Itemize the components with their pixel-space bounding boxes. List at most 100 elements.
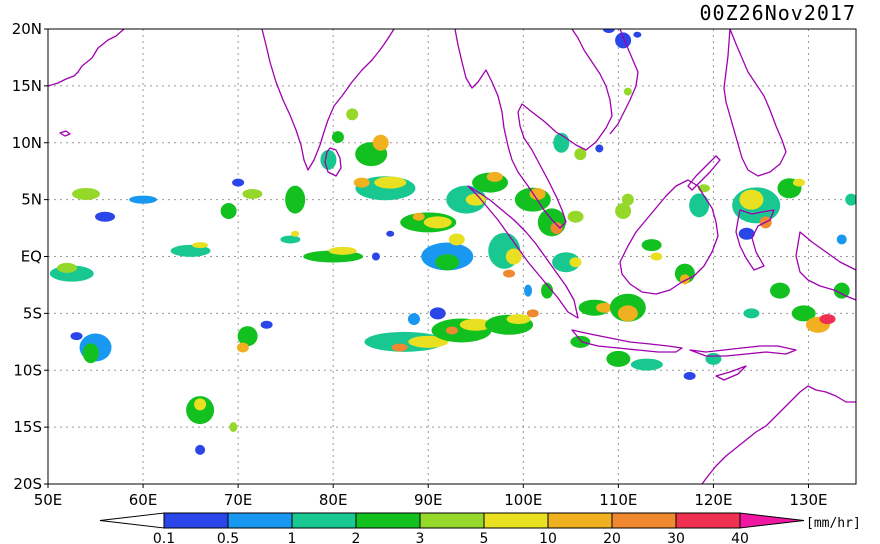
- rain-cell: [617, 305, 638, 322]
- rain-cell: [95, 211, 116, 222]
- rain-cell: [738, 227, 755, 240]
- rain-cell: [291, 230, 300, 237]
- coastline-srilanka: [324, 147, 342, 177]
- lat-tick-label: 20N: [12, 20, 42, 38]
- rain-cell: [129, 195, 158, 204]
- rain-cell: [836, 234, 847, 245]
- rain-cell: [641, 239, 662, 252]
- lon-tick-label: 80E: [319, 491, 348, 509]
- lon-tick-label: 130E: [789, 491, 827, 509]
- rain-cell: [429, 307, 446, 320]
- rain-cell: [541, 282, 554, 299]
- rain-cell: [353, 177, 370, 188]
- colorbar-swatch: [227, 512, 293, 529]
- lat-tick-label: 20S: [13, 475, 42, 493]
- rain-cell: [621, 193, 634, 206]
- rain-cell: [633, 31, 642, 38]
- rain-cell: [596, 302, 613, 313]
- coastline-sunda: [689, 345, 797, 357]
- rain-cell: [374, 176, 407, 189]
- rain-cell: [57, 262, 78, 273]
- rain-cell: [570, 335, 591, 348]
- coastline-borneo: [619, 179, 719, 295]
- coastline-socotra: [59, 130, 71, 137]
- lon-tick-label: 100E: [504, 491, 542, 509]
- lon-tick-label: 70E: [224, 491, 253, 509]
- rain-cell: [260, 320, 273, 329]
- rain-cell: [70, 332, 83, 341]
- rain-cell: [391, 343, 408, 352]
- rain-cell: [328, 246, 357, 255]
- rain-cell: [229, 422, 238, 433]
- rain-cell: [526, 309, 539, 318]
- lat-tick-label: 10N: [12, 134, 42, 152]
- rain-cell: [630, 358, 663, 371]
- rain-cell: [72, 187, 101, 200]
- colorbar-tick-label: 3: [416, 531, 425, 544]
- colorbar-tick-label: 40: [731, 531, 749, 544]
- coastline-arabia: [48, 29, 125, 87]
- rain-cell: [743, 308, 760, 319]
- colorbar-tick-label: 10: [539, 531, 557, 544]
- rain-cell: [408, 335, 449, 348]
- rain-cell: [595, 144, 604, 153]
- rain-cell: [412, 212, 425, 221]
- coastline-timor: [715, 365, 747, 381]
- lat-tick-label: EQ: [21, 248, 42, 266]
- rain-cell: [769, 282, 790, 299]
- rain-cell: [791, 305, 816, 322]
- rain-cell: [569, 257, 582, 268]
- rain-cell: [195, 444, 206, 455]
- lon-tick-label: 120E: [694, 491, 732, 509]
- coastline-sulawesi: [735, 209, 775, 271]
- lat-tick-label: 15N: [12, 77, 42, 95]
- rain-cell: [705, 352, 722, 365]
- colorbar-swatch: [483, 512, 549, 529]
- rain-cell: [236, 342, 249, 353]
- rain-cell: [615, 203, 632, 219]
- colorbar-swatch: [163, 512, 229, 529]
- rain-cell: [242, 188, 263, 199]
- rain-cell: [683, 371, 696, 380]
- colorbar-swatch: [291, 512, 357, 529]
- rain-cell: [552, 252, 581, 273]
- map-title: 00Z26Nov2017: [700, 1, 857, 25]
- rain-cell: [529, 187, 546, 200]
- colorbar-tick-label: 0.1: [153, 531, 175, 544]
- rain-cell: [285, 185, 306, 214]
- rain-cell: [623, 87, 632, 96]
- rain-cell: [237, 326, 258, 347]
- coastline-java: [571, 329, 683, 353]
- rain-cell: [82, 343, 99, 364]
- precipitation-cells: [49, 29, 856, 455]
- coastline-newguinea: [795, 231, 856, 301]
- colorbar-tick-label: 1: [288, 531, 297, 544]
- colorbar-swatch: [355, 512, 421, 529]
- rain-cell: [650, 252, 663, 261]
- colorbar-swatch: [675, 512, 741, 529]
- lon-tick-label: 110E: [599, 491, 637, 509]
- coastline-india: [261, 29, 395, 171]
- colorbar-unit: [mm/hr]: [806, 516, 861, 531]
- rain-cell: [423, 216, 452, 229]
- coastline-philippines: [723, 29, 787, 177]
- rain-cell: [280, 235, 301, 244]
- coastline-palawan: [687, 155, 721, 191]
- rain-cell: [602, 29, 615, 33]
- colorbar-swatch: [419, 512, 485, 529]
- lon-tick-label: 90E: [414, 491, 443, 509]
- colorbar-underflow: [99, 512, 165, 529]
- rain-cell: [331, 131, 344, 144]
- coastline-indochina: [609, 29, 639, 135]
- colorbar-tick-label: 0.5: [217, 531, 239, 544]
- colorbar-tick-label: 30: [667, 531, 685, 544]
- rain-cell: [459, 318, 492, 331]
- rain-cell: [505, 248, 522, 265]
- rain-cell: [386, 230, 395, 237]
- rain-cell: [465, 193, 486, 206]
- lon-tick-label: 50E: [34, 491, 63, 509]
- rain-cell: [606, 350, 631, 367]
- rain-cell: [371, 252, 380, 261]
- coastline-sumatra: [467, 185, 579, 319]
